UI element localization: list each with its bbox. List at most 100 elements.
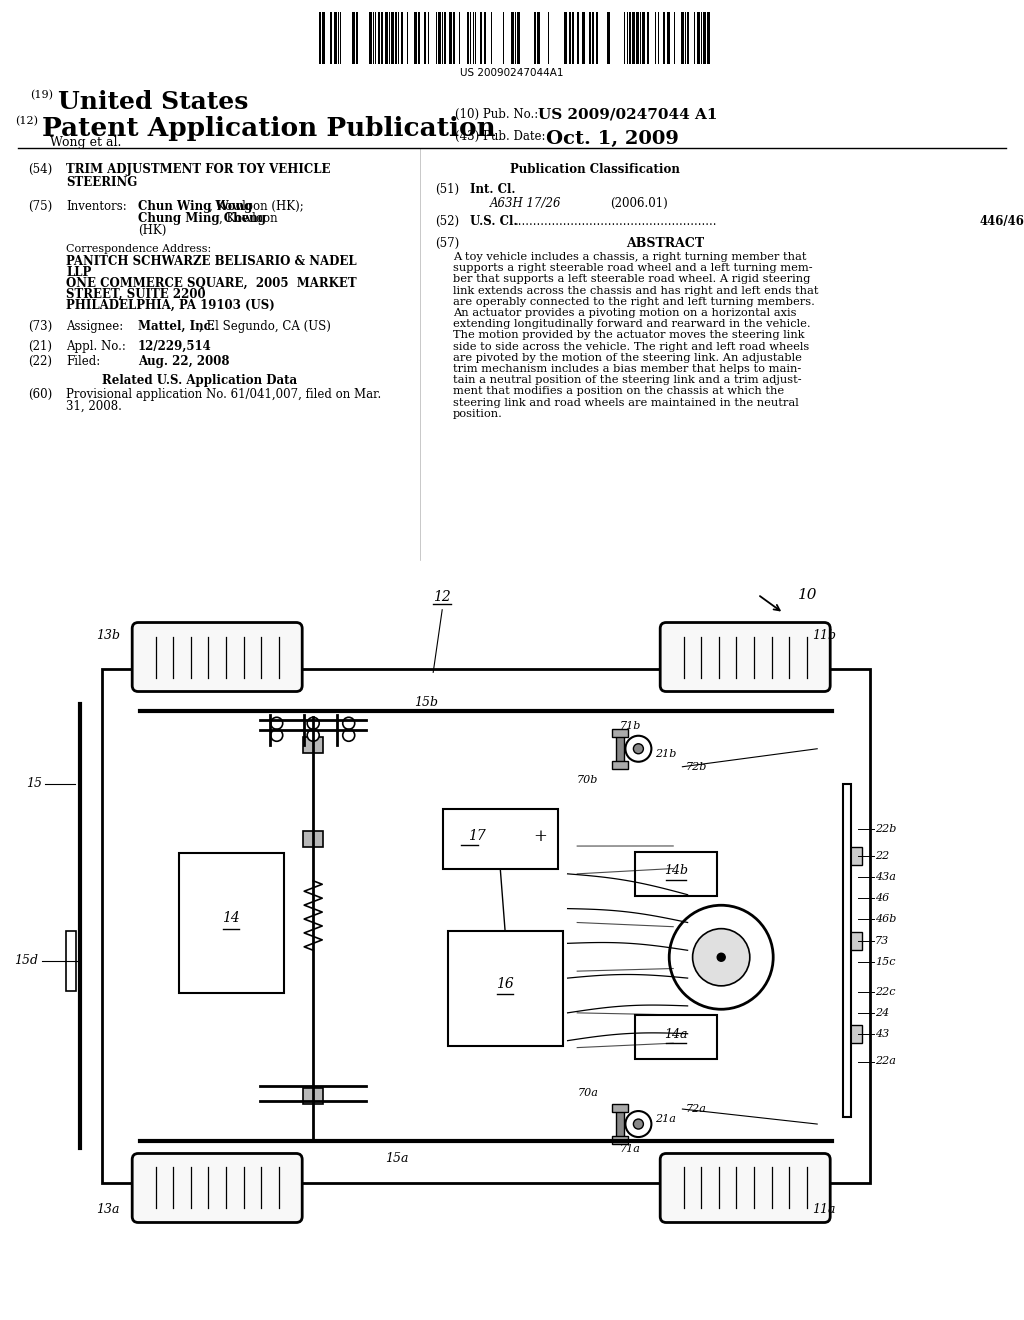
Circle shape — [634, 743, 643, 754]
Bar — [635, 851, 717, 896]
Text: 31, 2008.: 31, 2008. — [66, 400, 122, 413]
Text: ABSTRACT: ABSTRACT — [626, 238, 705, 249]
Text: (51): (51) — [435, 183, 459, 195]
Text: supports a right steerable road wheel and a left turning mem-: supports a right steerable road wheel an… — [453, 263, 813, 273]
Bar — [635, 1015, 717, 1059]
Text: (21): (21) — [28, 341, 52, 352]
Text: ONE COMMERCE SQUARE,  2005  MARKET: ONE COMMERCE SQUARE, 2005 MARKET — [66, 277, 356, 290]
Bar — [322, 12, 325, 63]
FancyBboxPatch shape — [660, 623, 830, 692]
Text: 43: 43 — [874, 1028, 889, 1039]
Text: 15b: 15b — [414, 697, 438, 709]
Text: are operably connected to the right and left turning members.: are operably connected to the right and … — [453, 297, 815, 306]
Bar — [453, 12, 455, 63]
Text: 71a: 71a — [620, 1144, 641, 1154]
Text: Oct. 1, 2009: Oct. 1, 2009 — [546, 129, 679, 148]
Text: PANITCH SCHWARZE BELISARIO & NADEL: PANITCH SCHWARZE BELISARIO & NADEL — [66, 255, 356, 268]
Text: A63H 17/26: A63H 17/26 — [490, 197, 561, 210]
Bar — [596, 12, 598, 63]
Bar — [687, 12, 689, 63]
Text: are pivoted by the motion of the steering link. An adjustable: are pivoted by the motion of the steerin… — [453, 352, 802, 363]
Text: trim mechanism includes a bias member that helps to main-: trim mechanism includes a bias member th… — [453, 364, 801, 374]
Bar — [66, 931, 76, 991]
Text: Chung Ming Cheng: Chung Ming Cheng — [138, 213, 266, 224]
Text: 11a: 11a — [812, 1204, 836, 1217]
Bar — [517, 12, 520, 63]
Text: Mattel, Inc.: Mattel, Inc. — [138, 319, 215, 333]
Circle shape — [343, 717, 354, 729]
Bar — [589, 12, 591, 63]
Circle shape — [626, 735, 651, 762]
Bar — [572, 12, 574, 63]
Bar — [848, 932, 862, 950]
Text: 10: 10 — [798, 587, 817, 602]
Text: U.S. Cl.: U.S. Cl. — [470, 215, 517, 228]
Circle shape — [307, 717, 319, 729]
Bar — [697, 12, 700, 63]
Text: 446/466: 446/466 — [980, 215, 1024, 228]
Bar — [369, 12, 372, 63]
Bar — [414, 12, 417, 63]
Bar — [607, 12, 610, 63]
Bar — [612, 760, 629, 768]
Bar — [642, 12, 645, 63]
Text: 14b: 14b — [664, 865, 688, 878]
Text: (2006.01): (2006.01) — [610, 197, 668, 210]
Circle shape — [307, 729, 319, 742]
Bar — [681, 12, 684, 63]
Text: 21b: 21b — [655, 748, 677, 759]
Text: Related U.S. Application Data: Related U.S. Application Data — [102, 374, 298, 387]
Text: 15: 15 — [26, 777, 42, 789]
Text: (60): (60) — [28, 388, 52, 401]
Circle shape — [270, 729, 283, 742]
Text: 13a: 13a — [96, 1204, 120, 1217]
Bar — [102, 669, 870, 1183]
Text: 22c: 22c — [874, 987, 896, 997]
Circle shape — [692, 929, 750, 986]
Text: LLP: LLP — [66, 267, 91, 279]
Text: 43a: 43a — [874, 873, 896, 882]
Bar — [484, 12, 486, 63]
Text: Publication Classification: Publication Classification — [510, 162, 680, 176]
FancyBboxPatch shape — [132, 623, 302, 692]
FancyBboxPatch shape — [132, 1154, 302, 1222]
Text: 15a: 15a — [385, 1152, 409, 1166]
Text: 14: 14 — [222, 911, 241, 924]
Bar — [334, 12, 337, 63]
Text: , Kowloon (HK);: , Kowloon (HK); — [209, 201, 303, 213]
Circle shape — [343, 729, 354, 742]
Bar — [442, 809, 558, 869]
Text: 72b: 72b — [685, 762, 707, 772]
Text: 22: 22 — [874, 851, 889, 862]
Text: 70b: 70b — [578, 775, 598, 785]
Text: PHILADELPHIA, PA 19103 (US): PHILADELPHIA, PA 19103 (US) — [66, 300, 274, 312]
Text: (75): (75) — [28, 201, 52, 213]
Text: steering link and road wheels are maintained in the neutral: steering link and road wheels are mainta… — [453, 397, 799, 408]
Bar — [303, 832, 324, 847]
Text: +: + — [532, 828, 547, 845]
Text: 21a: 21a — [655, 1114, 676, 1125]
Text: 15c: 15c — [874, 957, 896, 968]
Text: 72a: 72a — [685, 1104, 707, 1114]
Text: ber that supports a left steerable road wheel. A rigid steering: ber that supports a left steerable road … — [453, 275, 810, 284]
Text: TRIM ADJUSTMENT FOR TOY VEHICLE: TRIM ADJUSTMENT FOR TOY VEHICLE — [66, 162, 331, 176]
Text: Filed:: Filed: — [66, 355, 100, 368]
Text: Aug. 22, 2008: Aug. 22, 2008 — [138, 355, 229, 368]
Bar — [632, 12, 635, 63]
Text: (73): (73) — [28, 319, 52, 333]
Text: link extends across the chassis and has right and left ends that: link extends across the chassis and has … — [453, 285, 818, 296]
Text: 12: 12 — [433, 590, 451, 603]
Bar — [319, 12, 321, 63]
Bar — [707, 12, 710, 63]
Bar — [629, 12, 631, 63]
Text: 71b: 71b — [620, 721, 641, 731]
Text: US 2009/0247044 A1: US 2009/0247044 A1 — [538, 108, 718, 121]
Text: 17: 17 — [468, 829, 485, 843]
Text: (22): (22) — [28, 355, 52, 368]
Bar — [418, 12, 420, 63]
Bar — [647, 12, 649, 63]
FancyBboxPatch shape — [660, 1154, 830, 1222]
Text: 14a: 14a — [664, 1028, 687, 1040]
Bar — [616, 731, 625, 767]
Bar — [480, 12, 482, 63]
